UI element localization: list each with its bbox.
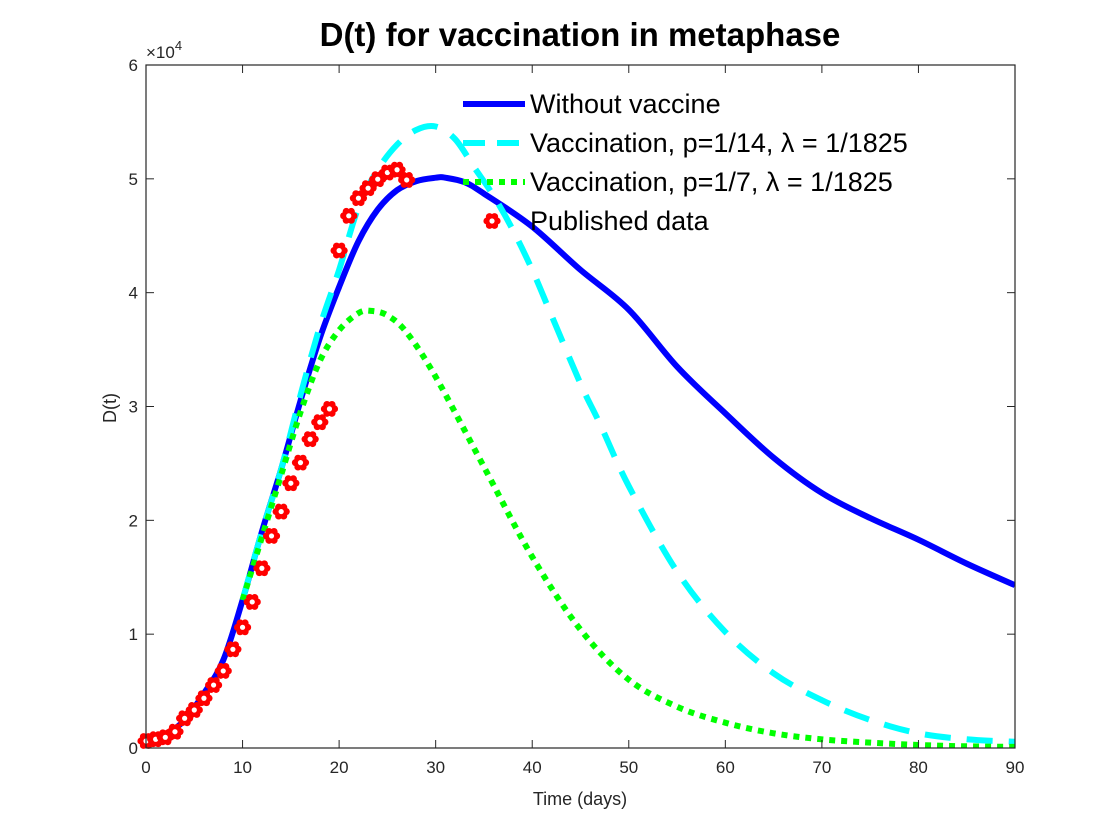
x-tick-label: 0 bbox=[141, 758, 150, 777]
y-exponent-base: ×10 bbox=[146, 43, 175, 62]
y-tick-label: 1 bbox=[129, 625, 138, 644]
x-tick-label: 40 bbox=[523, 758, 542, 777]
y-tick-label: 4 bbox=[129, 284, 138, 303]
data-point bbox=[291, 454, 310, 471]
legend-item[interactable]: Without vaccine bbox=[463, 89, 721, 119]
data-point bbox=[272, 503, 290, 520]
data-point bbox=[224, 641, 242, 658]
data-point bbox=[320, 400, 339, 417]
data-point bbox=[359, 180, 377, 197]
y-tick-label: 2 bbox=[129, 511, 138, 530]
y-tick-label: 6 bbox=[129, 56, 138, 75]
legend-label: Without vaccine bbox=[530, 89, 721, 119]
plot-area bbox=[146, 65, 1015, 748]
data-point bbox=[330, 242, 348, 259]
x-tick-label: 20 bbox=[330, 758, 349, 777]
x-axis-label: Time (days) bbox=[533, 789, 627, 809]
data-point bbox=[262, 527, 281, 544]
x-tick-label: 50 bbox=[619, 758, 638, 777]
data-point bbox=[388, 161, 406, 178]
x-tick-label: 80 bbox=[909, 758, 928, 777]
data-point bbox=[282, 475, 300, 492]
x-ticks: 0 10 20 30 40 50 60 70 80 90 bbox=[141, 65, 1024, 777]
y-exponent-label: ×104 bbox=[146, 38, 182, 62]
legend-label: Vaccination, p=1/14, λ = 1/1825 bbox=[530, 128, 908, 158]
legend-item[interactable]: Published data bbox=[483, 206, 710, 236]
series-line-2 bbox=[239, 122, 1015, 745]
y-tick-label: 3 bbox=[129, 398, 138, 417]
data-point bbox=[311, 414, 329, 431]
data-point bbox=[176, 710, 194, 727]
series-line-3 bbox=[239, 307, 1015, 748]
data-point bbox=[243, 594, 261, 610]
legend: Without vaccine Vaccination, p=1/14, λ = … bbox=[463, 89, 908, 236]
legend-item[interactable]: Vaccination, p=1/14, λ = 1/1825 bbox=[463, 128, 908, 158]
data-point bbox=[166, 723, 184, 740]
x-tick-label: 60 bbox=[716, 758, 735, 777]
marker-layer bbox=[137, 161, 416, 749]
x-tick-label: 30 bbox=[426, 758, 445, 777]
y-axis-label: D(t) bbox=[100, 393, 120, 423]
x-tick-label: 70 bbox=[812, 758, 831, 777]
legend-marker bbox=[483, 213, 501, 229]
data-point bbox=[204, 677, 223, 693]
series-line-1 bbox=[146, 174, 1015, 745]
data-point bbox=[214, 663, 232, 679]
data-point bbox=[398, 172, 416, 188]
y-tick-label: 5 bbox=[129, 170, 138, 189]
data-point bbox=[233, 619, 252, 636]
data-point bbox=[195, 690, 213, 707]
legend-label: Published data bbox=[530, 206, 710, 236]
data-point bbox=[301, 431, 319, 448]
legend-item[interactable]: Vaccination, p=1/7, λ = 1/1825 bbox=[463, 167, 893, 197]
data-point bbox=[253, 560, 271, 577]
x-tick-label: 90 bbox=[1006, 758, 1025, 777]
x-tick-label: 10 bbox=[233, 758, 252, 777]
chart-title: D(t) for vaccination in metaphase bbox=[320, 16, 841, 53]
y-ticks: 0 1 2 3 4 5 6 bbox=[129, 56, 1015, 758]
series-layer bbox=[146, 122, 1015, 748]
data-point bbox=[340, 207, 358, 224]
data-point bbox=[349, 190, 368, 207]
y-tick-label: 0 bbox=[129, 739, 138, 758]
legend-label: Vaccination, p=1/7, λ = 1/1825 bbox=[530, 167, 893, 197]
y-exponent-power: 4 bbox=[175, 38, 182, 53]
